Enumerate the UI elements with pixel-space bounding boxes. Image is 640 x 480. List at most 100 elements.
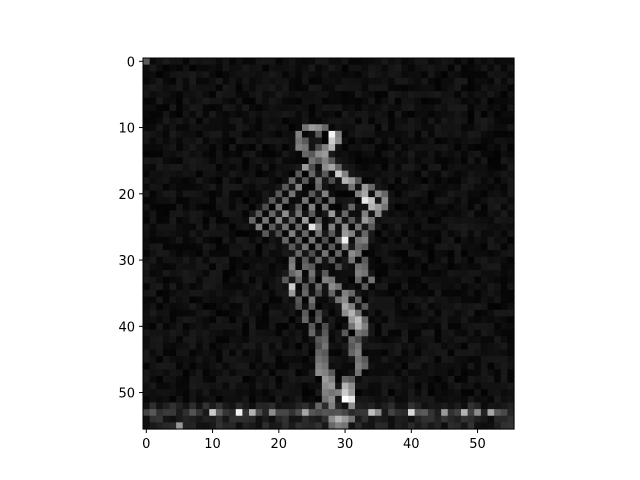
heatmap-cell bbox=[209, 362, 217, 370]
heatmap-cell bbox=[209, 197, 217, 205]
heatmap-cell bbox=[401, 283, 409, 291]
heatmap-cell bbox=[143, 289, 151, 298]
heatmap-cell bbox=[176, 336, 184, 344]
heatmap-cell bbox=[368, 236, 376, 245]
heatmap-cell bbox=[474, 289, 482, 298]
heatmap-cell bbox=[461, 422, 469, 430]
heatmap-cell bbox=[182, 376, 190, 384]
heatmap-cell bbox=[235, 250, 243, 258]
heatmap-cell bbox=[434, 356, 442, 364]
heatmap-cell bbox=[381, 389, 389, 397]
heatmap-cell bbox=[156, 376, 164, 384]
heatmap-cell bbox=[341, 197, 349, 205]
heatmap-cell bbox=[229, 349, 237, 357]
y-tick-label: 20 bbox=[118, 188, 135, 203]
heatmap-cell bbox=[394, 329, 402, 337]
heatmap-cell bbox=[149, 58, 157, 66]
heatmap-cell bbox=[374, 316, 383, 324]
heatmap-cell bbox=[441, 111, 449, 119]
heatmap-cell bbox=[255, 362, 263, 370]
heatmap-cell bbox=[388, 309, 396, 317]
heatmap-cell bbox=[328, 64, 336, 72]
heatmap-cell bbox=[321, 217, 330, 225]
heatmap-cell bbox=[447, 230, 455, 238]
heatmap-cell bbox=[374, 236, 383, 245]
heatmap-cell bbox=[315, 276, 323, 284]
heatmap-cell bbox=[196, 210, 204, 218]
heatmap-cell bbox=[381, 289, 389, 298]
heatmap-cell bbox=[414, 270, 422, 278]
heatmap-cell bbox=[335, 376, 343, 384]
heatmap-cell bbox=[408, 84, 416, 92]
heatmap-cell bbox=[209, 395, 217, 404]
heatmap-cell bbox=[467, 309, 475, 317]
heatmap-cell bbox=[262, 210, 270, 218]
heatmap-cell bbox=[215, 190, 224, 198]
heatmap-cell bbox=[328, 270, 336, 278]
heatmap-cell bbox=[209, 230, 217, 238]
heatmap-cell bbox=[215, 389, 224, 397]
heatmap-cell bbox=[295, 349, 303, 357]
heatmap-cell bbox=[474, 124, 482, 132]
heatmap-cell bbox=[434, 190, 442, 198]
heatmap-cell bbox=[421, 409, 429, 417]
heatmap-cell bbox=[487, 323, 495, 331]
heatmap-cell bbox=[295, 117, 303, 125]
heatmap-cell bbox=[394, 356, 402, 364]
heatmap-cell bbox=[169, 190, 177, 198]
heatmap-cell bbox=[209, 117, 217, 125]
heatmap-cell bbox=[169, 58, 177, 66]
heatmap-cell bbox=[388, 236, 396, 245]
heatmap-cell bbox=[401, 329, 409, 337]
heatmap-cell bbox=[394, 250, 402, 258]
heatmap-cell bbox=[401, 276, 409, 284]
heatmap-cell bbox=[315, 210, 323, 218]
heatmap-cell bbox=[202, 389, 210, 397]
heatmap-cell bbox=[335, 144, 343, 152]
heatmap-cell bbox=[427, 197, 436, 205]
heatmap-cell bbox=[454, 130, 462, 139]
heatmap-cell bbox=[427, 217, 436, 225]
heatmap-cell bbox=[401, 289, 409, 298]
heatmap-cell bbox=[242, 349, 250, 357]
heatmap-cell bbox=[487, 303, 495, 311]
heatmap-cell bbox=[149, 84, 157, 92]
heatmap-cell bbox=[235, 117, 243, 125]
heatmap-cell bbox=[235, 197, 243, 205]
heatmap-cell bbox=[348, 137, 356, 145]
heatmap-cell bbox=[268, 104, 277, 112]
heatmap-cell bbox=[427, 336, 436, 344]
heatmap-cell bbox=[335, 389, 343, 397]
heatmap-cell bbox=[328, 157, 336, 165]
heatmap-cell bbox=[242, 230, 250, 238]
heatmap-cell bbox=[401, 104, 409, 112]
heatmap-cell bbox=[229, 409, 237, 417]
heatmap-cell bbox=[235, 329, 243, 337]
heatmap-cell bbox=[507, 283, 515, 291]
heatmap-cell bbox=[162, 389, 171, 397]
heatmap-cell bbox=[235, 243, 243, 251]
heatmap-cell bbox=[249, 402, 257, 410]
heatmap-cell bbox=[222, 395, 230, 404]
heatmap-cell bbox=[321, 91, 330, 99]
heatmap-cell bbox=[249, 389, 257, 397]
heatmap-cell bbox=[295, 230, 303, 238]
heatmap-cell bbox=[474, 230, 482, 238]
heatmap-cell bbox=[202, 362, 210, 370]
heatmap-cell bbox=[156, 382, 164, 390]
heatmap-cell bbox=[262, 382, 270, 390]
heatmap-cell bbox=[288, 137, 296, 145]
heatmap-cell bbox=[321, 349, 330, 357]
heatmap-cell bbox=[209, 104, 217, 112]
heatmap-cell bbox=[388, 270, 396, 278]
heatmap-cell bbox=[341, 250, 349, 258]
heatmap-cell bbox=[255, 395, 263, 404]
heatmap-cell bbox=[401, 356, 409, 364]
heatmap-cell bbox=[308, 124, 316, 132]
heatmap-cell bbox=[242, 64, 250, 72]
heatmap-cell bbox=[182, 150, 190, 158]
heatmap-cell bbox=[235, 84, 243, 92]
heatmap-cell bbox=[507, 316, 515, 324]
heatmap-cell bbox=[215, 144, 224, 152]
